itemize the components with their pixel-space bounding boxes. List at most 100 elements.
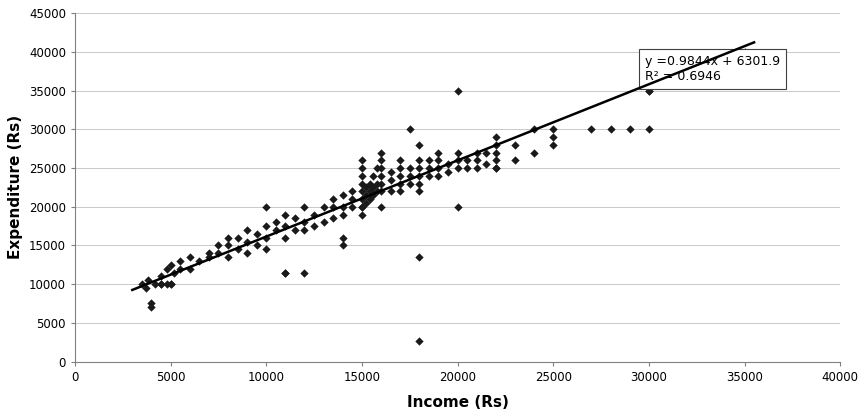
Point [470, 165, 484, 171]
Point [362, 188, 376, 195]
Point [546, 126, 560, 133]
Point [259, 234, 273, 241]
Point [278, 234, 292, 241]
Point [355, 196, 368, 202]
Point [336, 234, 349, 241]
Point [240, 250, 254, 257]
Point [460, 165, 474, 171]
Point [307, 223, 321, 229]
Point [479, 149, 493, 156]
Point [355, 211, 368, 218]
Point [383, 168, 397, 175]
Point [336, 211, 349, 218]
Point [307, 211, 321, 218]
Point [326, 196, 340, 202]
Point [422, 157, 436, 164]
Point [451, 204, 465, 210]
Point [359, 184, 373, 191]
Point [278, 223, 292, 229]
Point [154, 281, 168, 288]
Point [355, 188, 368, 195]
Point [489, 134, 503, 140]
Point [403, 180, 417, 187]
Point [326, 204, 340, 210]
Point [367, 184, 381, 191]
Point [221, 234, 235, 241]
Point [413, 188, 427, 195]
Point [145, 304, 159, 311]
Point [432, 173, 446, 179]
Point [316, 204, 330, 210]
Point [250, 230, 264, 237]
Point [413, 157, 427, 164]
Point [374, 157, 388, 164]
Point [240, 238, 254, 245]
Point [297, 269, 311, 276]
Point [603, 126, 617, 133]
Point [394, 173, 407, 179]
Point [355, 157, 368, 164]
Point [359, 199, 373, 206]
Point [288, 227, 302, 233]
Point [489, 142, 503, 148]
Point [362, 180, 376, 187]
Point [451, 87, 465, 94]
Point [278, 269, 292, 276]
Point [479, 161, 493, 168]
Point [326, 215, 340, 222]
Point [173, 265, 187, 272]
Point [355, 204, 368, 210]
Point [546, 142, 560, 148]
Point [259, 204, 273, 210]
Point [451, 149, 465, 156]
Point [527, 126, 541, 133]
Point [355, 204, 368, 210]
Point [374, 165, 388, 171]
Point [584, 126, 598, 133]
Point [140, 277, 154, 284]
Point [336, 192, 349, 199]
Point [383, 188, 397, 195]
Point [173, 257, 187, 264]
Point [527, 149, 541, 156]
Point [148, 281, 162, 288]
Point [394, 157, 407, 164]
Point [374, 149, 388, 156]
Point [623, 126, 636, 133]
Point [394, 188, 407, 195]
Point [370, 165, 384, 171]
Point [221, 242, 235, 249]
Point [383, 176, 397, 183]
Point [269, 227, 283, 233]
Point [336, 242, 349, 249]
Point [231, 246, 244, 252]
Point [413, 165, 427, 171]
Point [460, 157, 474, 164]
Point [413, 180, 427, 187]
Point [160, 265, 173, 272]
Point [145, 300, 159, 307]
Text: y =0.9844x + 6301.9
R² = 0.6946: y =0.9844x + 6301.9 R² = 0.6946 [645, 55, 780, 83]
Point [374, 204, 388, 210]
Point [394, 165, 407, 171]
Point [489, 165, 503, 171]
Point [231, 234, 244, 241]
Point [370, 188, 384, 195]
Point [212, 250, 225, 257]
Point [355, 173, 368, 179]
Point [374, 188, 388, 195]
X-axis label: Income (Rs): Income (Rs) [407, 395, 508, 410]
Point [489, 165, 503, 171]
Point [413, 142, 427, 148]
Point [642, 87, 655, 94]
Point [269, 219, 283, 226]
Point [345, 188, 359, 195]
Point [297, 227, 311, 233]
Point [221, 254, 235, 260]
Point [183, 254, 197, 260]
Point [297, 204, 311, 210]
Point [154, 273, 168, 280]
Point [413, 254, 427, 260]
Point [288, 215, 302, 222]
Point [250, 242, 264, 249]
